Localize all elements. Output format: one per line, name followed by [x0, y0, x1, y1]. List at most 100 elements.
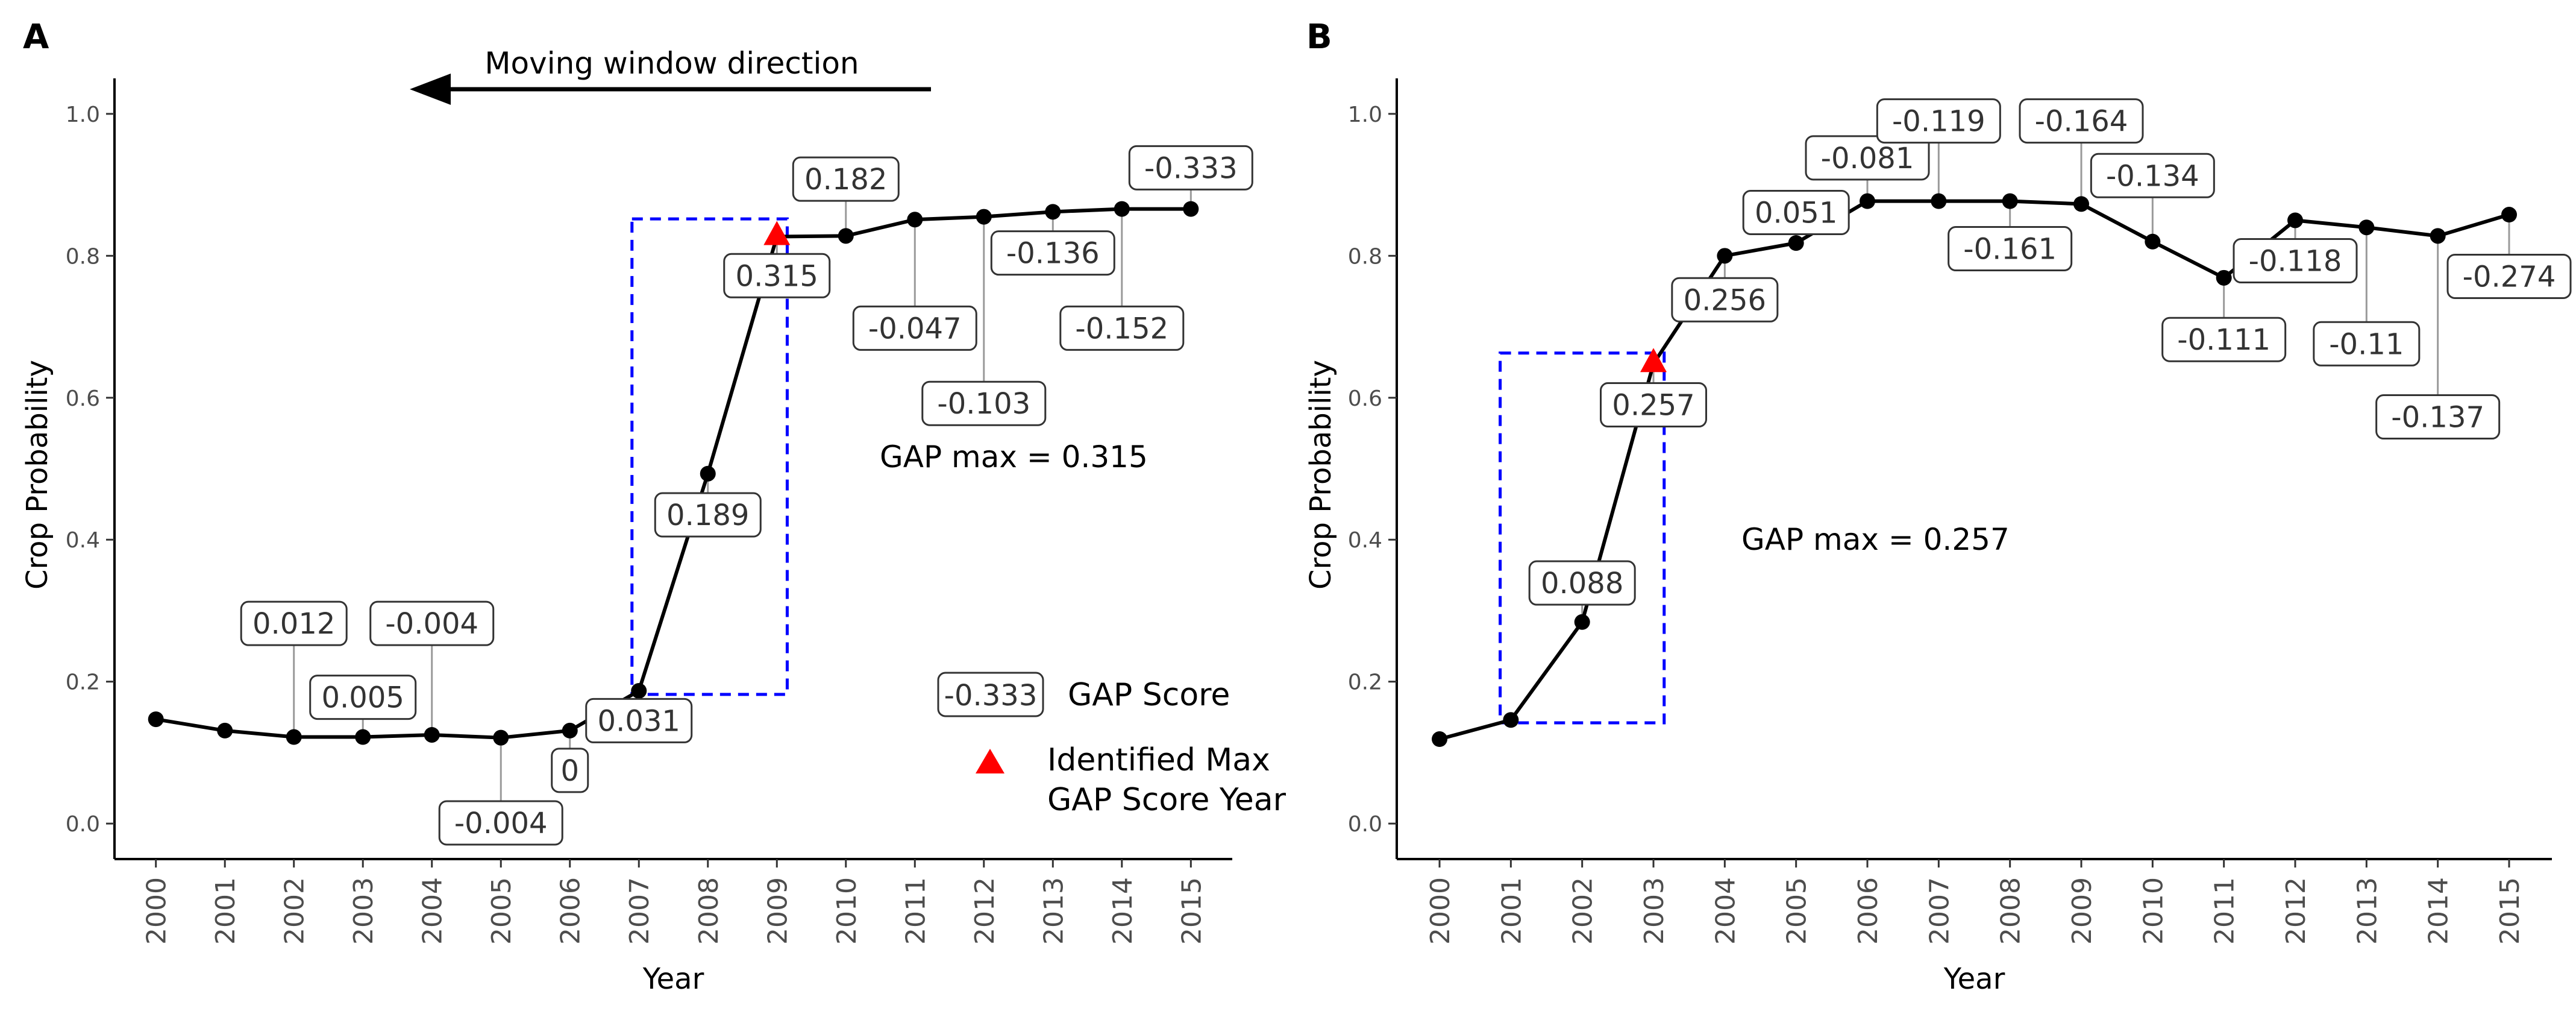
x-tick-label: 2004: [1710, 877, 1741, 945]
gap-score-label: 0.315: [736, 259, 818, 293]
x-tick-label: 2013: [1038, 877, 1069, 945]
data-point: [2073, 196, 2089, 212]
data-point: [2002, 193, 2018, 209]
gap-score-label-box: [2161, 316, 2287, 362]
x-tick-label: 2006: [556, 877, 586, 945]
x-tick-label: 2011: [900, 877, 931, 945]
gap-score-label: 0.257: [1612, 389, 1694, 423]
y-tick-label: 0.4: [1348, 528, 1382, 553]
data-point: [838, 228, 854, 244]
data-point: [1183, 201, 1199, 217]
gap-score-label: -0.004: [385, 607, 478, 641]
x-axis-title: Year: [642, 962, 704, 996]
gap-score-label-box: [1059, 305, 1185, 351]
data-point: [424, 726, 440, 743]
x-tick-label: 2008: [1996, 877, 2026, 945]
gap-score-label-box: [2313, 321, 2421, 367]
gap-score-label: 0.031: [598, 704, 680, 738]
y-tick-label: 0.0: [66, 812, 100, 837]
data-point: [2430, 228, 2446, 244]
data-point: [286, 729, 302, 745]
x-tick-label: 2006: [1853, 877, 1884, 945]
data-point: [148, 711, 164, 728]
x-tick-label: 2000: [1425, 877, 1456, 945]
x-tick-label: 2008: [694, 877, 724, 945]
data-point: [562, 722, 578, 738]
panel-letter: A: [23, 17, 49, 57]
data-point: [1860, 193, 1875, 209]
x-tick-label: 2001: [210, 877, 241, 945]
x-tick-label: 2010: [2138, 877, 2169, 945]
x-tick-label: 2005: [486, 877, 517, 945]
x-tick-label: 2005: [1782, 877, 1813, 945]
gap-score-label: -0.134: [2106, 159, 2199, 193]
data-point: [1788, 235, 1804, 251]
moving-window-box: [1499, 351, 1666, 725]
gap-score-label: -0.137: [2391, 401, 2484, 435]
moving-window-box: [630, 217, 789, 696]
y-axis-title: Crop Probability: [1304, 360, 1338, 590]
panel-a: A 0.0 0.2 0.4 0.6 0.8 1.0 2000 2001 2002 2003 2004 2…: [20, 17, 1253, 996]
gap-score-label-box: [1528, 560, 1636, 606]
x-tick-label: 2015: [2495, 877, 2525, 945]
gap-score-label-box: [1600, 382, 1707, 428]
x-tick-label: 2015: [1176, 877, 1207, 945]
gap-score-label: -0.103: [937, 387, 1030, 421]
x-tick-label: 2009: [2067, 877, 2098, 945]
gap-score-label-box: [551, 748, 589, 793]
data-point: [976, 209, 992, 225]
gap-score-label-box: [2446, 253, 2572, 299]
data-point: [1114, 201, 1130, 217]
x-tick-label: 2012: [970, 877, 1000, 945]
x-tick-label: 2003: [1639, 877, 1670, 945]
gap-score-label: -0.161: [1963, 233, 2057, 266]
y-tick-label: 0.0: [1348, 812, 1382, 837]
gap-score-label: 0.182: [804, 163, 887, 197]
x-tick-label: 2000: [142, 877, 172, 945]
gap-score-label: -0.119: [1892, 105, 1985, 139]
moving-window-direction-label: Moving window direction: [484, 46, 859, 81]
gap-score-label-box: [921, 380, 1047, 426]
y-tick-label: 1.0: [1348, 102, 1382, 127]
max-gap-triangle-marker: [1640, 348, 1667, 373]
data-point: [2145, 233, 2161, 250]
gap-score-label-box: [1805, 135, 1930, 181]
x-tick-label: 2001: [1496, 877, 1527, 945]
data-point: [1931, 193, 1947, 209]
data-point: [493, 729, 509, 746]
gap-score-label: -0.118: [2249, 245, 2342, 279]
y-tick-label: 0.6: [66, 386, 100, 411]
gap-score-label-box: [1948, 226, 2073, 272]
gap-score-label-box: [654, 492, 762, 538]
gap-score-label: 0.189: [666, 499, 749, 532]
data-point: [2287, 212, 2303, 228]
data-point: [631, 682, 647, 699]
data-point: [1432, 731, 1447, 748]
series-line: [155, 207, 1191, 740]
data-point: [1574, 614, 1590, 630]
data-point: [1503, 712, 1519, 728]
x-axis-title: Year: [1943, 962, 2005, 996]
x-tick-label: 2013: [2352, 877, 2383, 945]
gap-score-label: 0.051: [1755, 197, 1837, 230]
x-tick-label: 2011: [2210, 877, 2240, 945]
x-tick-label: 2002: [280, 877, 310, 945]
gap-score-label: -0.136: [1006, 237, 1100, 271]
gap-score-label-box: [723, 253, 831, 298]
gap-score-label-box: [990, 230, 1115, 276]
gap-score-label: -0.274: [2463, 260, 2556, 294]
gap-score-label: -0.164: [2035, 105, 2128, 139]
x-tick-label: 2003: [348, 877, 379, 945]
data-point: [700, 465, 716, 482]
gap-score-label: -0.004: [454, 807, 548, 840]
gap-score-label-box: [438, 800, 563, 846]
gap-score-label-box: [2019, 98, 2144, 144]
x-tick-label: 2007: [1924, 877, 1955, 945]
y-tick-label: 0.8: [66, 244, 100, 269]
y-tick-label: 0.2: [1348, 670, 1382, 695]
legend-max-triangle-icon: [976, 749, 1004, 773]
x-tick-label: 2014: [1108, 877, 1138, 945]
data-point: [907, 212, 923, 228]
gap-score-label: -0.152: [1075, 312, 1168, 345]
x-tick-label: 2012: [2281, 877, 2311, 945]
